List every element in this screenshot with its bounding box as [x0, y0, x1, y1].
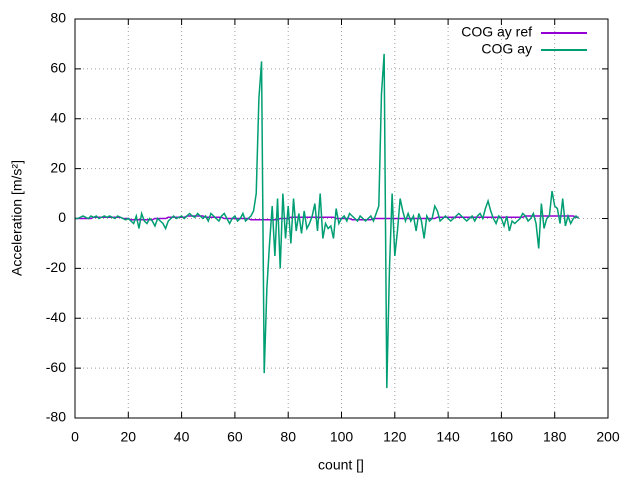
- legend-label: COG ay: [481, 41, 532, 57]
- plot-border: [74, 18, 609, 419]
- x-tick-label: 200: [596, 429, 620, 445]
- x-tick-label: 160: [490, 429, 514, 445]
- x-tick-label: 100: [330, 429, 354, 445]
- y-tick-label: -20: [46, 259, 66, 275]
- y-tick-label: 0: [58, 209, 66, 225]
- y-tick-label: -60: [46, 359, 66, 375]
- y-tick-label: 20: [50, 159, 66, 175]
- x-tick-label: 140: [436, 429, 460, 445]
- y-tick-label: 60: [50, 60, 66, 76]
- x-tick-label: 180: [543, 429, 567, 445]
- y-tick-label: -80: [46, 409, 66, 425]
- x-tick-label: 60: [227, 429, 243, 445]
- y-tick-label: 40: [50, 109, 66, 125]
- y-axis-label: Acceleration [m/s²]: [9, 160, 25, 276]
- x-tick-label: 120: [383, 429, 407, 445]
- x-tick-label: 40: [174, 429, 190, 445]
- x-tick-label: 20: [121, 429, 137, 445]
- x-tick-label: 0: [71, 429, 79, 445]
- x-tick-label: 80: [280, 429, 296, 445]
- y-tick-label: 80: [50, 10, 66, 26]
- y-tick-label: -40: [46, 309, 66, 325]
- data-line: [75, 215, 579, 221]
- data-line: [75, 53, 580, 389]
- x-axis-label: count []: [318, 457, 364, 473]
- legend-label: COG ay ref: [461, 24, 532, 40]
